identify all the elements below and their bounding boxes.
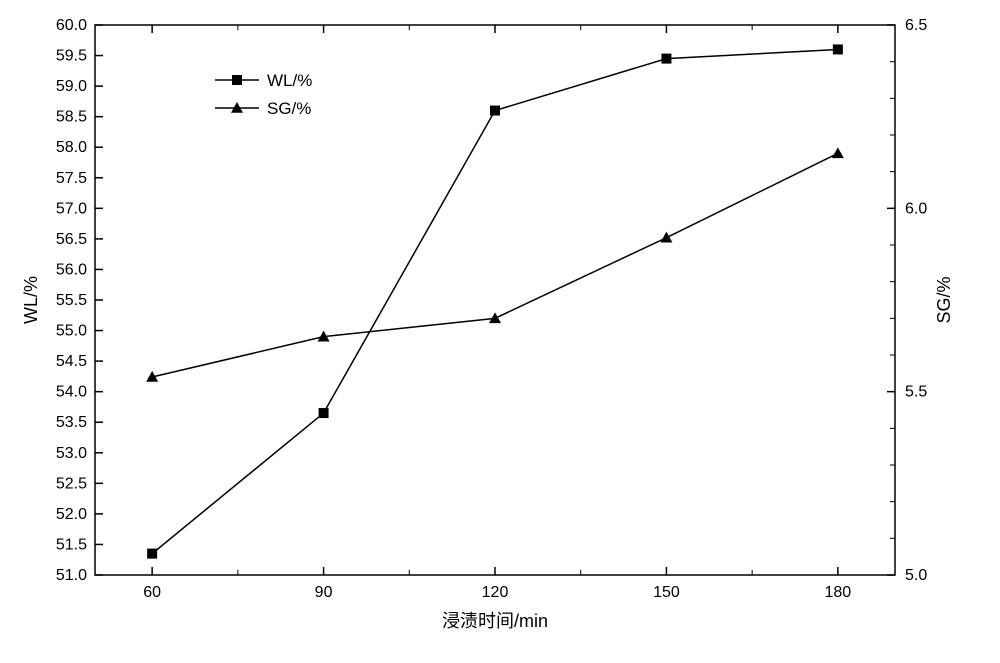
y-left-tick-label: 55.0 (56, 323, 87, 340)
dual-axis-line-chart: 60 90 120 150 180 51.0 51.5 52.0 52.5 53.0 53.5 54.… (0, 0, 1000, 658)
y-right-tick-label: 5.5 (905, 384, 927, 401)
y-left-tick-label: 57.5 (56, 170, 87, 187)
square-marker (661, 54, 671, 64)
y-left-axis-label: WL/% (21, 276, 41, 324)
y-left-tick-label: 51.0 (56, 567, 87, 584)
y-left-tick-label: 56.0 (56, 261, 87, 278)
y-left-tick-label: 53.0 (56, 445, 87, 462)
y-left-tick-label: 59.5 (56, 48, 87, 65)
y-left-tick-label: 53.5 (56, 414, 87, 431)
y-left-tick-label: 58.5 (56, 109, 87, 126)
chart-container: 60 90 120 150 180 51.0 51.5 52.0 52.5 53.0 53.5 54.… (0, 0, 1000, 663)
y-left-tick-label: 51.5 (56, 536, 87, 553)
x-tick-label: 60 (143, 584, 161, 601)
square-marker (490, 106, 500, 116)
y-left-tick-label: 54.5 (56, 353, 87, 370)
legend-square-icon (232, 75, 242, 85)
y-left-tick-label: 56.5 (56, 231, 87, 248)
y-left-tick-label: 60.0 (56, 17, 87, 34)
y-right-tick-label: 6.5 (905, 17, 927, 34)
x-axis-label: 浸渍时间/min (442, 611, 548, 631)
y-left-tick-label: 59.0 (56, 78, 87, 95)
square-marker (319, 408, 329, 418)
y-left-tick-label: 55.5 (56, 292, 87, 309)
legend-label: WL/% (267, 71, 312, 90)
y-left-tick-label: 58.0 (56, 139, 87, 156)
y-left-tick-label: 52.0 (56, 506, 87, 523)
legend-label: SG/% (267, 99, 311, 118)
square-marker (833, 44, 843, 54)
y-left-tick-label: 52.5 (56, 475, 87, 492)
square-marker (147, 549, 157, 559)
y-left-tick-label: 54.0 (56, 384, 87, 401)
x-tick-label: 150 (653, 584, 680, 601)
y-left-tick-label: 57.0 (56, 200, 87, 217)
x-tick-label: 180 (825, 584, 852, 601)
x-tick-label: 120 (482, 584, 509, 601)
x-tick-label: 90 (315, 584, 333, 601)
y-right-tick-label: 5.0 (905, 567, 927, 584)
y-right-axis-label: SG/% (934, 276, 954, 323)
y-right-tick-label: 6.0 (905, 200, 927, 217)
